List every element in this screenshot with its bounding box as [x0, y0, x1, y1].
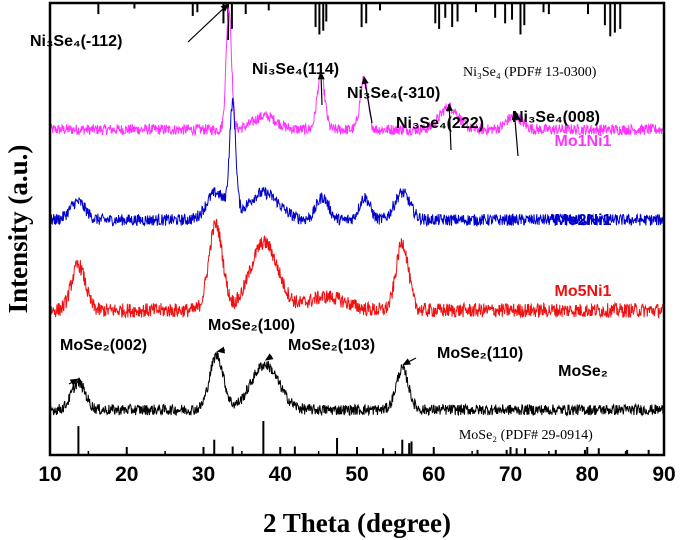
annotation-ni-se-112: Ni₃Se₄(-112)	[30, 33, 122, 50]
annotation-arrow	[514, 119, 519, 157]
ni3se4-reference-label: Ni₃Se₄ (PDF# 13-0300)	[463, 65, 597, 80]
annotation-arrowhead	[402, 358, 411, 366]
series-mo2ni1	[49, 97, 665, 228]
annotation-arrowhead	[361, 75, 369, 85]
series-labels: Mo1Ni1 Mo2Ni1 Mo5Ni1 MoSe₂	[555, 133, 612, 380]
annotation-arrowhead	[511, 112, 519, 121]
annotation-arrow	[409, 357, 417, 362]
x-tick-label-70: 70	[499, 463, 522, 486]
annotation-arrowhead	[220, 3, 229, 12]
annotation-ni-se-114: Ni₃Se₄(114)	[252, 61, 339, 78]
x-tick-label-20: 20	[115, 463, 138, 486]
x-axis: 10 20 30 40 50 60 70 80 90	[38, 447, 676, 486]
annotation-arrowhead	[264, 353, 274, 361]
x-tick-label-10: 10	[38, 463, 61, 486]
x-tick-label-50: 50	[345, 463, 368, 486]
mose2-reference-pattern: MoSe₂ (PDF# 29-0914)	[77, 421, 650, 455]
xrd-traces	[49, 7, 665, 417]
series-mo5ni1	[49, 218, 665, 320]
x-axis-title: 2 Theta (degree)	[263, 508, 451, 538]
x-tick-label-40: 40	[269, 463, 292, 486]
mose2-reference-label: MoSe₂ (PDF# 29-0914)	[459, 428, 593, 443]
annotation-mose-110: MoSe₂(110)	[437, 345, 523, 362]
annotation-ni-se-222: Ni₃Se₄(222)	[396, 115, 484, 132]
series-label-mo2ni1: Mo2Ni1	[555, 212, 612, 229]
annotation-arrowhead	[317, 71, 325, 80]
annotation-mose-002: MoSe₂(002)	[60, 337, 147, 354]
annotation-ni-se-310: Ni₃Se₄(-310)	[347, 85, 440, 102]
series-label-mose2: MoSe₂	[558, 363, 608, 380]
annotation-arrow	[68, 382, 72, 385]
series-mose2	[49, 351, 665, 417]
annotation-mose-103: MoSe₂(103)	[288, 337, 375, 354]
x-tick-label-30: 30	[192, 463, 215, 486]
annotation-arrow	[364, 83, 373, 124]
annotation-arrowhead	[445, 102, 453, 112]
peak-annotations: Ni₃Se₄(-112) Ni₃Se₄(114) Ni₃Se₄(-310) Ni₃Se…	[30, 3, 600, 386]
annotation-ni-se-008: Ni₃Se₄(008)	[512, 109, 600, 126]
x-tick-label-60: 60	[422, 463, 445, 486]
series-label-mo5ni1: Mo5Ni1	[555, 283, 612, 300]
annotation-arrowhead	[216, 346, 226, 354]
annotation-arrowhead	[69, 378, 79, 386]
x-tick-label-90: 90	[652, 463, 675, 486]
annotation-arrow	[448, 110, 452, 151]
annotation-arrow	[320, 79, 323, 106]
annotation-arrow	[187, 8, 224, 43]
series-label-mo1ni1: Mo1Ni1	[555, 133, 612, 150]
annotation-mose-100: MoSe₂(100)	[208, 317, 295, 334]
y-axis-title: Intensity (a.u.)	[3, 145, 33, 314]
ni3se4-reference-pattern: Ni₃Se₄ (PDF# 13-0300)	[97, 3, 622, 80]
x-tick-label-80: 80	[576, 463, 599, 486]
series-mo1ni1	[49, 7, 665, 137]
